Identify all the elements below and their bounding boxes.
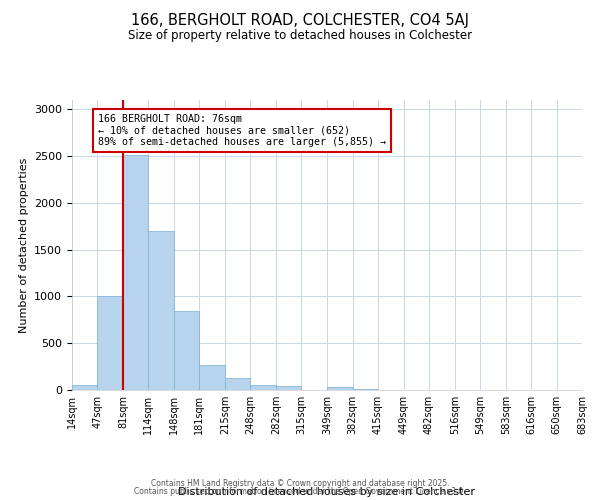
Bar <box>225 378 250 390</box>
Bar <box>199 365 225 390</box>
Bar <box>72 386 97 390</box>
Bar <box>123 155 148 390</box>
Bar <box>174 312 199 390</box>
Bar <box>250 385 277 390</box>
Bar <box>148 231 174 390</box>
Bar <box>328 387 353 390</box>
Bar <box>353 389 377 390</box>
Text: 166 BERGHOLT ROAD: 76sqm
← 10% of detached houses are smaller (652)
89% of semi-: 166 BERGHOLT ROAD: 76sqm ← 10% of detach… <box>98 114 386 147</box>
Bar <box>277 386 301 390</box>
Text: Contains HM Land Registry data © Crown copyright and database right 2025.: Contains HM Land Registry data © Crown c… <box>151 478 449 488</box>
Bar <box>97 296 123 390</box>
X-axis label: Distribution of detached houses by size in Colchester: Distribution of detached houses by size … <box>179 487 476 497</box>
Y-axis label: Number of detached properties: Number of detached properties <box>19 158 29 332</box>
Text: Contains public sector information licensed under the Open Government Licence v3: Contains public sector information licen… <box>134 487 466 496</box>
Text: 166, BERGHOLT ROAD, COLCHESTER, CO4 5AJ: 166, BERGHOLT ROAD, COLCHESTER, CO4 5AJ <box>131 12 469 28</box>
Text: Size of property relative to detached houses in Colchester: Size of property relative to detached ho… <box>128 29 472 42</box>
